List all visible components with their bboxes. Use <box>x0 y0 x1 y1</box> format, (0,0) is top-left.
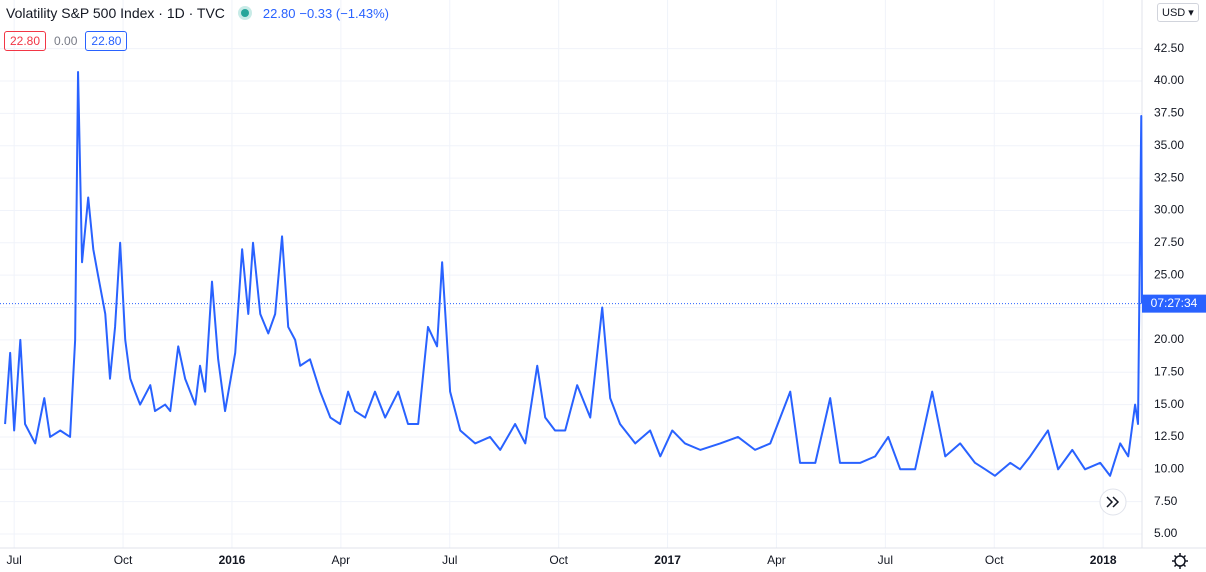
x-tick-label: 2017 <box>654 553 681 567</box>
y-tick-label: 10.00 <box>1154 461 1184 475</box>
y-tick-label: 30.00 <box>1154 203 1184 217</box>
x-tick-label: Jul <box>6 553 21 567</box>
legend-header: Volatility S&P 500 Index · 1D · TVC 22.8… <box>6 5 389 21</box>
x-tick-label: Apr <box>767 553 786 567</box>
x-tick-label: Oct <box>549 553 568 567</box>
price-line <box>4 70 1143 477</box>
y-tick-label: 17.50 <box>1154 364 1184 378</box>
y-tick-label: 37.50 <box>1154 106 1184 120</box>
badge[interactable]: 22.80 <box>85 31 128 51</box>
countdown-box <box>1142 294 1206 313</box>
badge: 0.00 <box>54 34 78 48</box>
symbol-title: Volatility S&P 500 Index · 1D · TVC <box>6 5 225 21</box>
y-tick-label: 40.00 <box>1154 73 1184 87</box>
price-change: −0.33 (−1.43%) <box>299 5 389 21</box>
x-tick-label: 2016 <box>219 553 246 567</box>
settings-icon[interactable] <box>1172 553 1188 569</box>
countdown: 07:27:34 <box>1151 296 1198 310</box>
y-tick-label: 35.00 <box>1154 138 1184 152</box>
last-price: 22.80 <box>262 5 296 21</box>
scroll-button[interactable] <box>1099 488 1127 516</box>
price-badges: 22.80 0.00 22.80 <box>4 31 128 51</box>
y-tick-label: 25.00 <box>1154 267 1184 281</box>
x-tick-label: 2018 <box>1090 553 1117 567</box>
status-dot <box>240 9 249 17</box>
y-tick-label: 7.50 <box>1154 494 1178 508</box>
x-tick-label: Apr <box>332 553 351 567</box>
x-tick-label: Oct <box>985 553 1004 567</box>
y-tick-label: 42.50 <box>1154 41 1184 55</box>
currency: USD <box>1162 7 1186 19</box>
y-tick-label: 12.50 <box>1154 429 1184 443</box>
currency-select[interactable]: USD ▾ <box>1157 3 1199 22</box>
y-tick-label: 32.50 <box>1154 170 1184 184</box>
y-tick-label: 27.50 <box>1154 235 1184 249</box>
x-tick-label: Jul <box>442 553 457 567</box>
y-tick-label: 5.00 <box>1154 526 1178 540</box>
x-tick-label: Oct <box>114 553 133 567</box>
y-tick-label: 15.00 <box>1154 397 1184 411</box>
y-tick-label: 20.00 <box>1154 332 1184 346</box>
x-tick-label: Jul <box>878 553 893 567</box>
badge[interactable]: 22.80 <box>4 31 47 51</box>
